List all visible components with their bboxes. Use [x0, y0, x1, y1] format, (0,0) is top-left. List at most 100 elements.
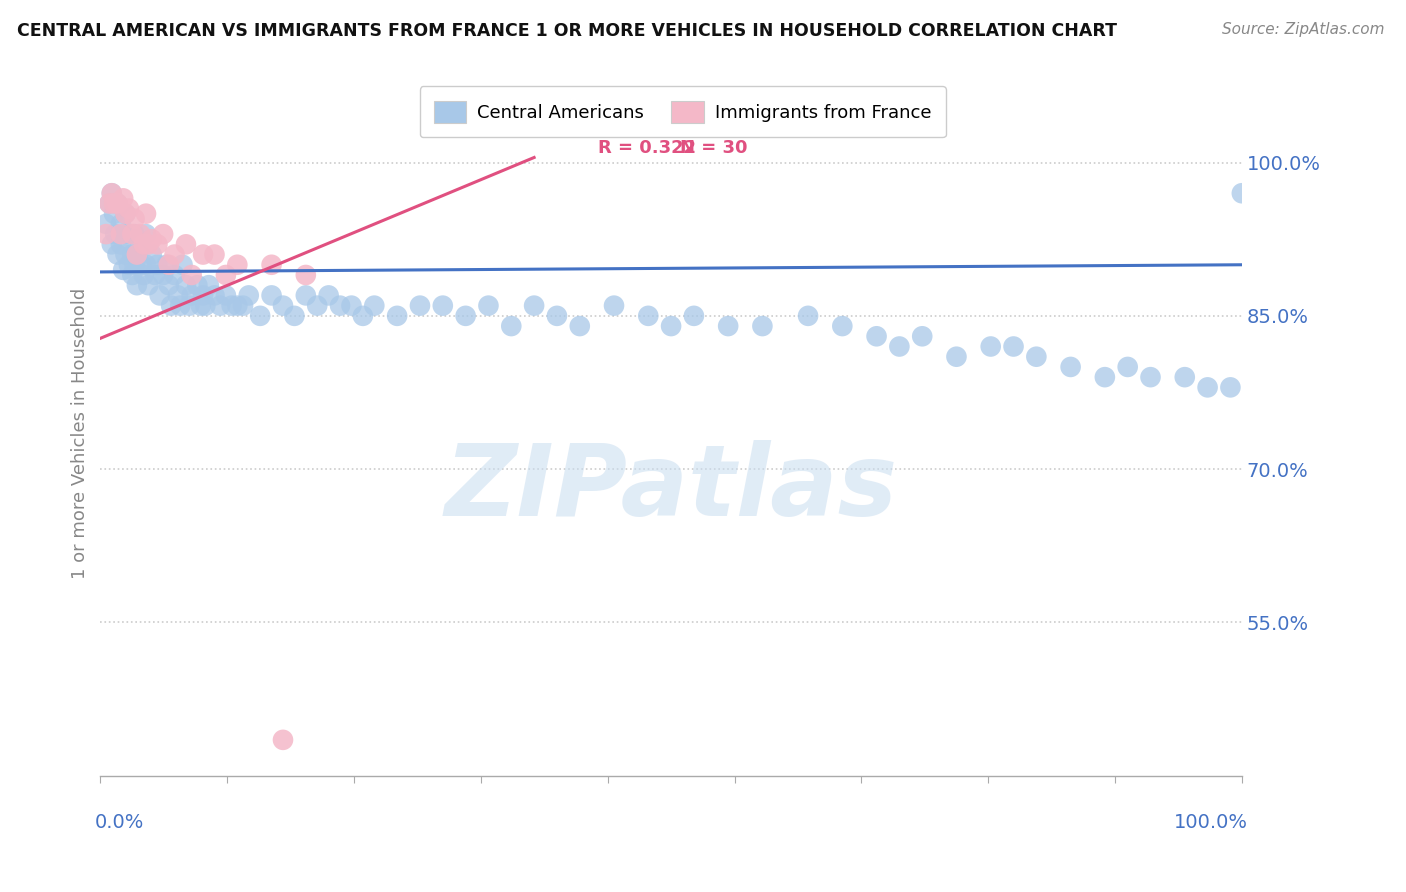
Point [659, 319, 682, 334]
Point [146, 237, 169, 252]
Point [340, 299, 363, 313]
Point [1116, 359, 1139, 374]
Text: Source: ZipAtlas.com: Source: ZipAtlas.com [1222, 22, 1385, 37]
Point [385, 309, 408, 323]
Point [98, 196, 121, 211]
Point [124, 211, 146, 226]
Point [911, 329, 934, 343]
Point [717, 319, 740, 334]
Point [131, 258, 153, 272]
Point [1025, 350, 1047, 364]
Point [132, 268, 155, 282]
Point [103, 196, 125, 211]
Point [121, 247, 143, 261]
Point [114, 247, 136, 261]
Point [221, 299, 243, 313]
Point [143, 268, 166, 282]
Point [226, 299, 249, 313]
Point [249, 309, 271, 323]
Point [1059, 359, 1081, 374]
Point [283, 309, 305, 323]
Point [114, 207, 136, 221]
Text: R = 0.322: R = 0.322 [598, 138, 696, 157]
Point [260, 288, 283, 302]
Point [363, 299, 385, 313]
Point [215, 288, 238, 302]
Point [271, 299, 294, 313]
Point [1002, 339, 1025, 353]
Point [174, 237, 197, 252]
Point [135, 258, 157, 272]
Point [179, 299, 201, 313]
Point [112, 263, 135, 277]
Point [104, 227, 127, 241]
Point [865, 329, 887, 343]
Point [112, 227, 135, 241]
Point [152, 227, 174, 241]
Point [831, 319, 853, 334]
Point [186, 278, 208, 293]
Point [141, 232, 163, 246]
Point [454, 309, 477, 323]
Point [501, 319, 523, 334]
Point [121, 227, 143, 241]
Point [191, 288, 214, 302]
Point [110, 237, 132, 252]
Point [103, 207, 125, 221]
Point [204, 288, 226, 302]
Point [271, 732, 294, 747]
Point [110, 227, 132, 241]
Text: ZIPatlas: ZIPatlas [444, 440, 897, 537]
Point [238, 288, 260, 302]
Point [121, 268, 143, 282]
Point [1219, 380, 1241, 394]
Point [169, 299, 191, 313]
Point [797, 309, 820, 323]
Point [232, 299, 254, 313]
Point [174, 278, 197, 293]
Point [100, 237, 122, 252]
Point [523, 299, 546, 313]
Point [167, 288, 190, 302]
Point [125, 247, 148, 261]
Point [191, 247, 214, 261]
Point [1230, 186, 1253, 201]
Text: N = 30: N = 30 [681, 138, 748, 157]
Point [295, 288, 318, 302]
Point [157, 278, 180, 293]
Point [1174, 370, 1197, 384]
Point [136, 278, 159, 293]
Point [98, 196, 121, 211]
Point [160, 299, 183, 313]
Legend: Central Americans, Immigrants from France: Central Americans, Immigrants from Franc… [419, 87, 945, 137]
Point [94, 227, 117, 241]
Point [215, 268, 238, 282]
Point [751, 319, 773, 334]
Point [295, 268, 318, 282]
Point [190, 299, 212, 313]
Point [107, 196, 129, 211]
Text: 0.0%: 0.0% [94, 814, 143, 832]
Point [409, 299, 432, 313]
Point [163, 268, 186, 282]
Point [172, 258, 194, 272]
Point [135, 207, 157, 221]
Point [329, 299, 352, 313]
Point [110, 217, 132, 231]
Point [683, 309, 706, 323]
Point [432, 299, 454, 313]
Point [198, 278, 221, 293]
Point [163, 247, 186, 261]
Text: 100.0%: 100.0% [1174, 814, 1247, 832]
Text: N = 98: N = 98 [681, 112, 748, 129]
Point [124, 258, 146, 272]
Point [118, 258, 141, 272]
Point [1094, 370, 1116, 384]
Point [945, 350, 967, 364]
Text: R = 0.036: R = 0.036 [598, 112, 696, 129]
Point [135, 227, 157, 241]
Point [307, 299, 329, 313]
Y-axis label: 1 or more Vehicles in Household: 1 or more Vehicles in Household [72, 288, 89, 579]
Point [149, 288, 172, 302]
Point [637, 309, 659, 323]
